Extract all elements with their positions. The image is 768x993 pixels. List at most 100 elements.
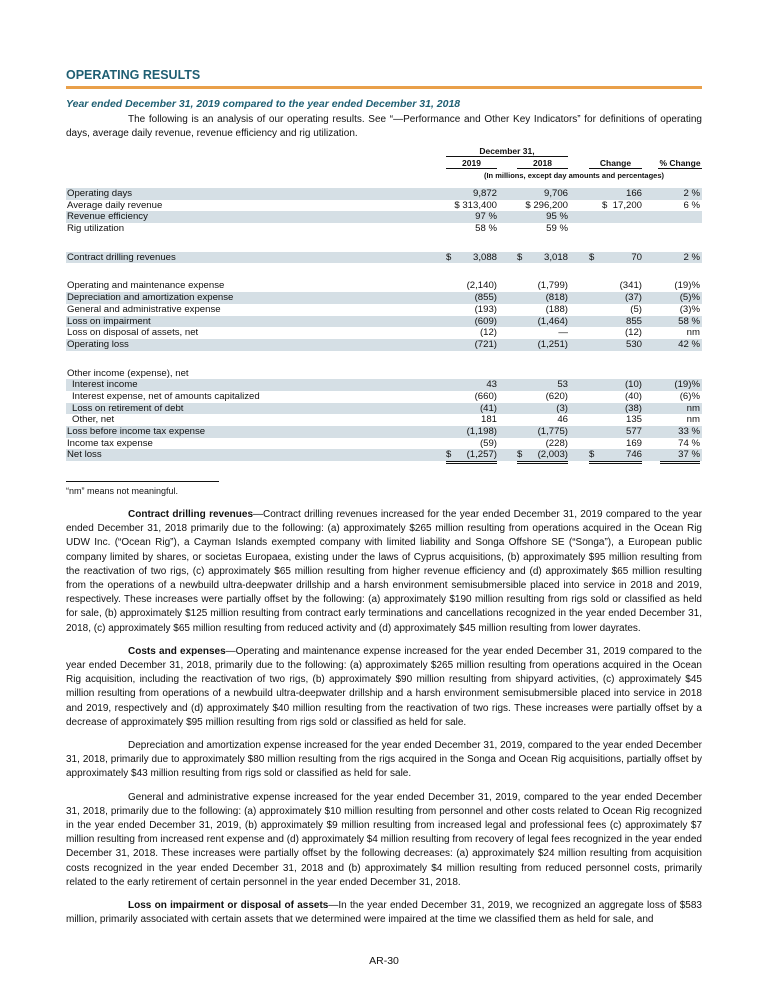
value-pct-change: (5)% bbox=[660, 292, 700, 304]
cell-text: 42 % bbox=[678, 338, 700, 350]
value-pct-change: (19)% bbox=[660, 379, 700, 391]
spacer-row bbox=[66, 263, 702, 280]
cell-text: 855 bbox=[625, 315, 642, 327]
value-2018: 59 % bbox=[517, 223, 568, 235]
cell-text: 97 % bbox=[475, 211, 497, 223]
dollar-sign: $ bbox=[517, 251, 523, 263]
cell-text: (1,799) bbox=[537, 280, 568, 292]
paragraph-text: —Contract drilling revenues increased fo… bbox=[66, 509, 703, 634]
cell-text: (5) bbox=[630, 303, 642, 315]
paragraph: General and administrative expense incre… bbox=[66, 791, 702, 890]
paragraph-lead: Contract drilling revenues bbox=[128, 509, 254, 520]
table-row: General and administrative expense (193) (… bbox=[66, 304, 702, 316]
cell-text: (228) bbox=[545, 437, 568, 449]
cell-text: (1,198) bbox=[466, 426, 497, 437]
table-row: Loss on retirement of debt (41) (3) (38) nm bbox=[66, 402, 702, 415]
table-row: Operating loss (721) (1,251) 530 42 % bbox=[66, 338, 702, 351]
value-pct-change: 6 % bbox=[660, 200, 700, 212]
table-row: Operating days 9,872 9,706 166 2 % bbox=[66, 188, 702, 200]
value-2018: (3) bbox=[517, 403, 568, 415]
cell-text: nm bbox=[686, 327, 700, 339]
cell-text: (2,003) bbox=[537, 449, 568, 461]
value-2018: (1,775) bbox=[517, 426, 568, 438]
value-2018: $ (2,003) bbox=[517, 449, 568, 465]
cell-text: (1,775) bbox=[537, 426, 568, 437]
dollar-sign: $ bbox=[446, 449, 452, 461]
row-label: Average daily revenue bbox=[67, 199, 163, 211]
cell-text: (41) bbox=[479, 402, 497, 414]
table-row: Contract drilling revenues $3,088 $3,018 $7… bbox=[66, 251, 702, 264]
value-pct-change: (3)% bbox=[660, 304, 700, 316]
cell-text: (38) bbox=[624, 402, 642, 414]
value-pct-change: 2 % bbox=[660, 188, 700, 200]
cell-text: 3,018 bbox=[543, 251, 568, 263]
value-change: 166 bbox=[589, 188, 642, 200]
table-row: Rig utilization 58 % 59 % bbox=[66, 223, 702, 235]
cell-text: (6)% bbox=[679, 390, 700, 402]
table-row: Average daily revenue $ 313,400 $ 296,200 $… bbox=[66, 200, 702, 212]
value-2019: (2,140) bbox=[446, 280, 497, 292]
col-header-2019: 2019 bbox=[446, 158, 497, 169]
heading-rule bbox=[66, 86, 702, 89]
paragraph: Depreciation and amortization expense in… bbox=[66, 739, 702, 782]
cell-text: 70 bbox=[631, 251, 642, 263]
value-change: $70 bbox=[589, 252, 642, 264]
value-change bbox=[589, 211, 642, 223]
cell-text: 9,706 bbox=[543, 188, 568, 199]
cell-text: 46 bbox=[557, 414, 568, 426]
cell-text: 37 % bbox=[678, 449, 700, 461]
row-label: Operating days bbox=[67, 188, 133, 199]
row-label: Other, net bbox=[72, 414, 115, 426]
value-2019: (193) bbox=[446, 304, 497, 316]
cell-text: (12) bbox=[479, 327, 497, 339]
cell-text: 58 % bbox=[678, 315, 700, 327]
table-row: Other income (expense), net bbox=[66, 368, 702, 380]
page-number: AR-30 bbox=[369, 955, 399, 967]
paragraph-text: Depreciation and amortization expense in… bbox=[66, 740, 702, 780]
value-2019: 58 % bbox=[446, 223, 497, 235]
cell-text: $ 17,200 bbox=[601, 199, 642, 211]
value-2018: $3,018 bbox=[517, 252, 568, 264]
value-pct-change: nm bbox=[660, 403, 700, 415]
table-row: Income tax expense (59) (228) 169 74 % bbox=[66, 437, 702, 451]
table-row: Operating and maintenance expense (2,140)… bbox=[66, 280, 702, 292]
row-label: Other income (expense), net bbox=[67, 367, 189, 379]
cell-text: 9,872 bbox=[472, 188, 497, 199]
cell-text: (3) bbox=[556, 402, 568, 414]
value-2019: (1,198) bbox=[446, 426, 497, 438]
value-change: $ 17,200 bbox=[589, 200, 642, 212]
cell-text: (19)% bbox=[674, 280, 700, 292]
row-label: Loss on impairment bbox=[67, 315, 151, 327]
dollar-sign: $ bbox=[517, 449, 523, 461]
cell-text: 530 bbox=[625, 338, 642, 350]
section-heading: OPERATING RESULTS bbox=[66, 68, 201, 82]
row-label: Interest income bbox=[72, 379, 138, 391]
cell-text: (721) bbox=[474, 338, 497, 350]
value-pct-change: 33 % bbox=[660, 426, 700, 438]
dollar-sign: $ bbox=[589, 251, 595, 263]
cell-text: — bbox=[558, 327, 568, 339]
value-change: $746 bbox=[589, 449, 642, 465]
value-2019: 9,872 bbox=[446, 188, 497, 200]
value-change: (10) bbox=[589, 379, 642, 391]
cell-text: 53 bbox=[557, 379, 568, 391]
cell-text: (1,251) bbox=[537, 338, 568, 350]
row-label: Rig utilization bbox=[67, 223, 125, 235]
cell-text: 2 % bbox=[683, 188, 700, 199]
spacer-row bbox=[66, 351, 702, 368]
paragraph: Costs and expenses—Operating and mainten… bbox=[66, 645, 702, 730]
cell-text: 2 % bbox=[683, 251, 700, 263]
cell-text: 59 % bbox=[546, 223, 568, 235]
cell-text: 74 % bbox=[678, 437, 700, 449]
body-text: Contract drilling revenues—Contract dril… bbox=[66, 508, 702, 936]
value-2019: 43 bbox=[446, 379, 497, 391]
table-row: Depreciation and amortization expense (85… bbox=[66, 292, 702, 304]
value-pct-change bbox=[660, 223, 700, 235]
value-2019 bbox=[446, 368, 497, 380]
cell-text: (660) bbox=[474, 390, 497, 402]
value-change: 577 bbox=[589, 426, 642, 438]
cell-text: (10) bbox=[624, 379, 642, 391]
cell-text: (1,464) bbox=[537, 315, 568, 327]
table-row: Loss on impairment (609) (1,464) 855 58 % bbox=[66, 315, 702, 328]
value-2018: $ 296,200 bbox=[517, 200, 568, 212]
